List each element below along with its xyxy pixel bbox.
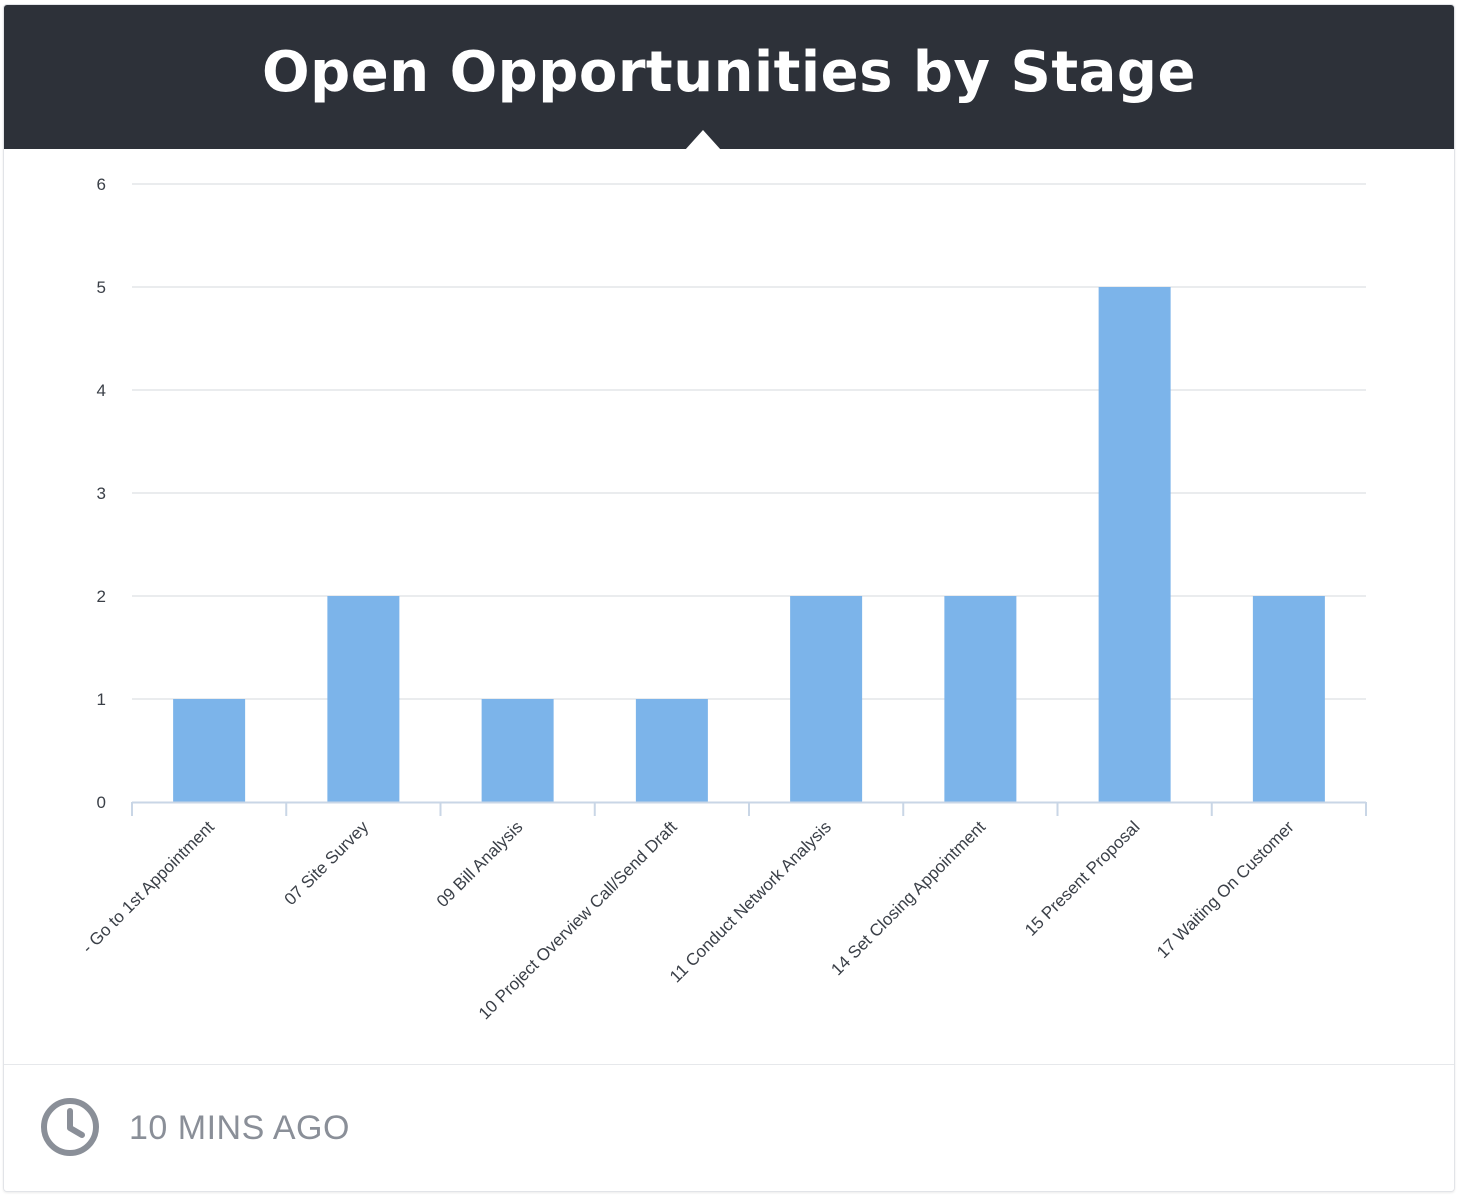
y-tick-label: 2: [97, 587, 106, 606]
header-notch: [685, 130, 721, 150]
bar: [481, 699, 554, 802]
bar: [327, 596, 400, 802]
bar: [1098, 287, 1171, 802]
x-tick-label: 09 Bill Analysis: [433, 817, 527, 911]
bar: [790, 596, 863, 802]
clock-icon: [40, 1097, 100, 1157]
chart-area: 0 1 2 3 4 5 6 - Go to 1st Appointment 07 Site S…: [4, 149, 1454, 1064]
x-axis: [131, 801, 1367, 816]
bar-chart: 0 1 2 3 4 5 6 - Go to 1st Appointment 07 Site S…: [78, 175, 1367, 1023]
last-updated-text: 10 MINS AGO: [129, 1109, 350, 1147]
x-tick-labels: - Go to 1st Appointment 07 Site Survey 09 …: [78, 817, 1298, 1023]
chart-title: Open Opportunities by Stage: [262, 40, 1196, 105]
y-tick-label: 3: [97, 484, 106, 503]
y-tick-label: 4: [97, 381, 106, 400]
y-tick-label: 0: [97, 793, 106, 812]
x-tick-label: 14 Set Closing Appointment: [827, 817, 989, 979]
card-header: Open Opportunities by Stage: [4, 5, 1454, 150]
x-tick-label: 17 Waiting On Customer: [1153, 817, 1298, 962]
x-tick-label: 15 Present Proposal: [1021, 817, 1143, 939]
grid-lines: [132, 183, 1366, 700]
bar: [1252, 596, 1325, 802]
chart-card: Open Opportunities by Stage 0 1 2 3 4 5 6 - Go…: [3, 4, 1455, 1192]
x-tick-label: - Go to 1st Appointment: [78, 817, 218, 957]
card-footer: 10 MINS AGO: [4, 1064, 1454, 1191]
y-tick-label: 5: [97, 278, 106, 297]
x-tick-label: 07 Site Survey: [281, 817, 373, 909]
y-tick-label: 1: [97, 690, 106, 709]
x-tick-label: 11 Conduct Network Analysis: [666, 817, 835, 986]
bar: [944, 596, 1017, 802]
bar: [635, 699, 708, 802]
bars: [173, 287, 1325, 802]
y-tick-labels: 0 1 2 3 4 5 6: [97, 175, 106, 812]
y-tick-label: 6: [97, 175, 106, 194]
bar: [173, 699, 246, 802]
